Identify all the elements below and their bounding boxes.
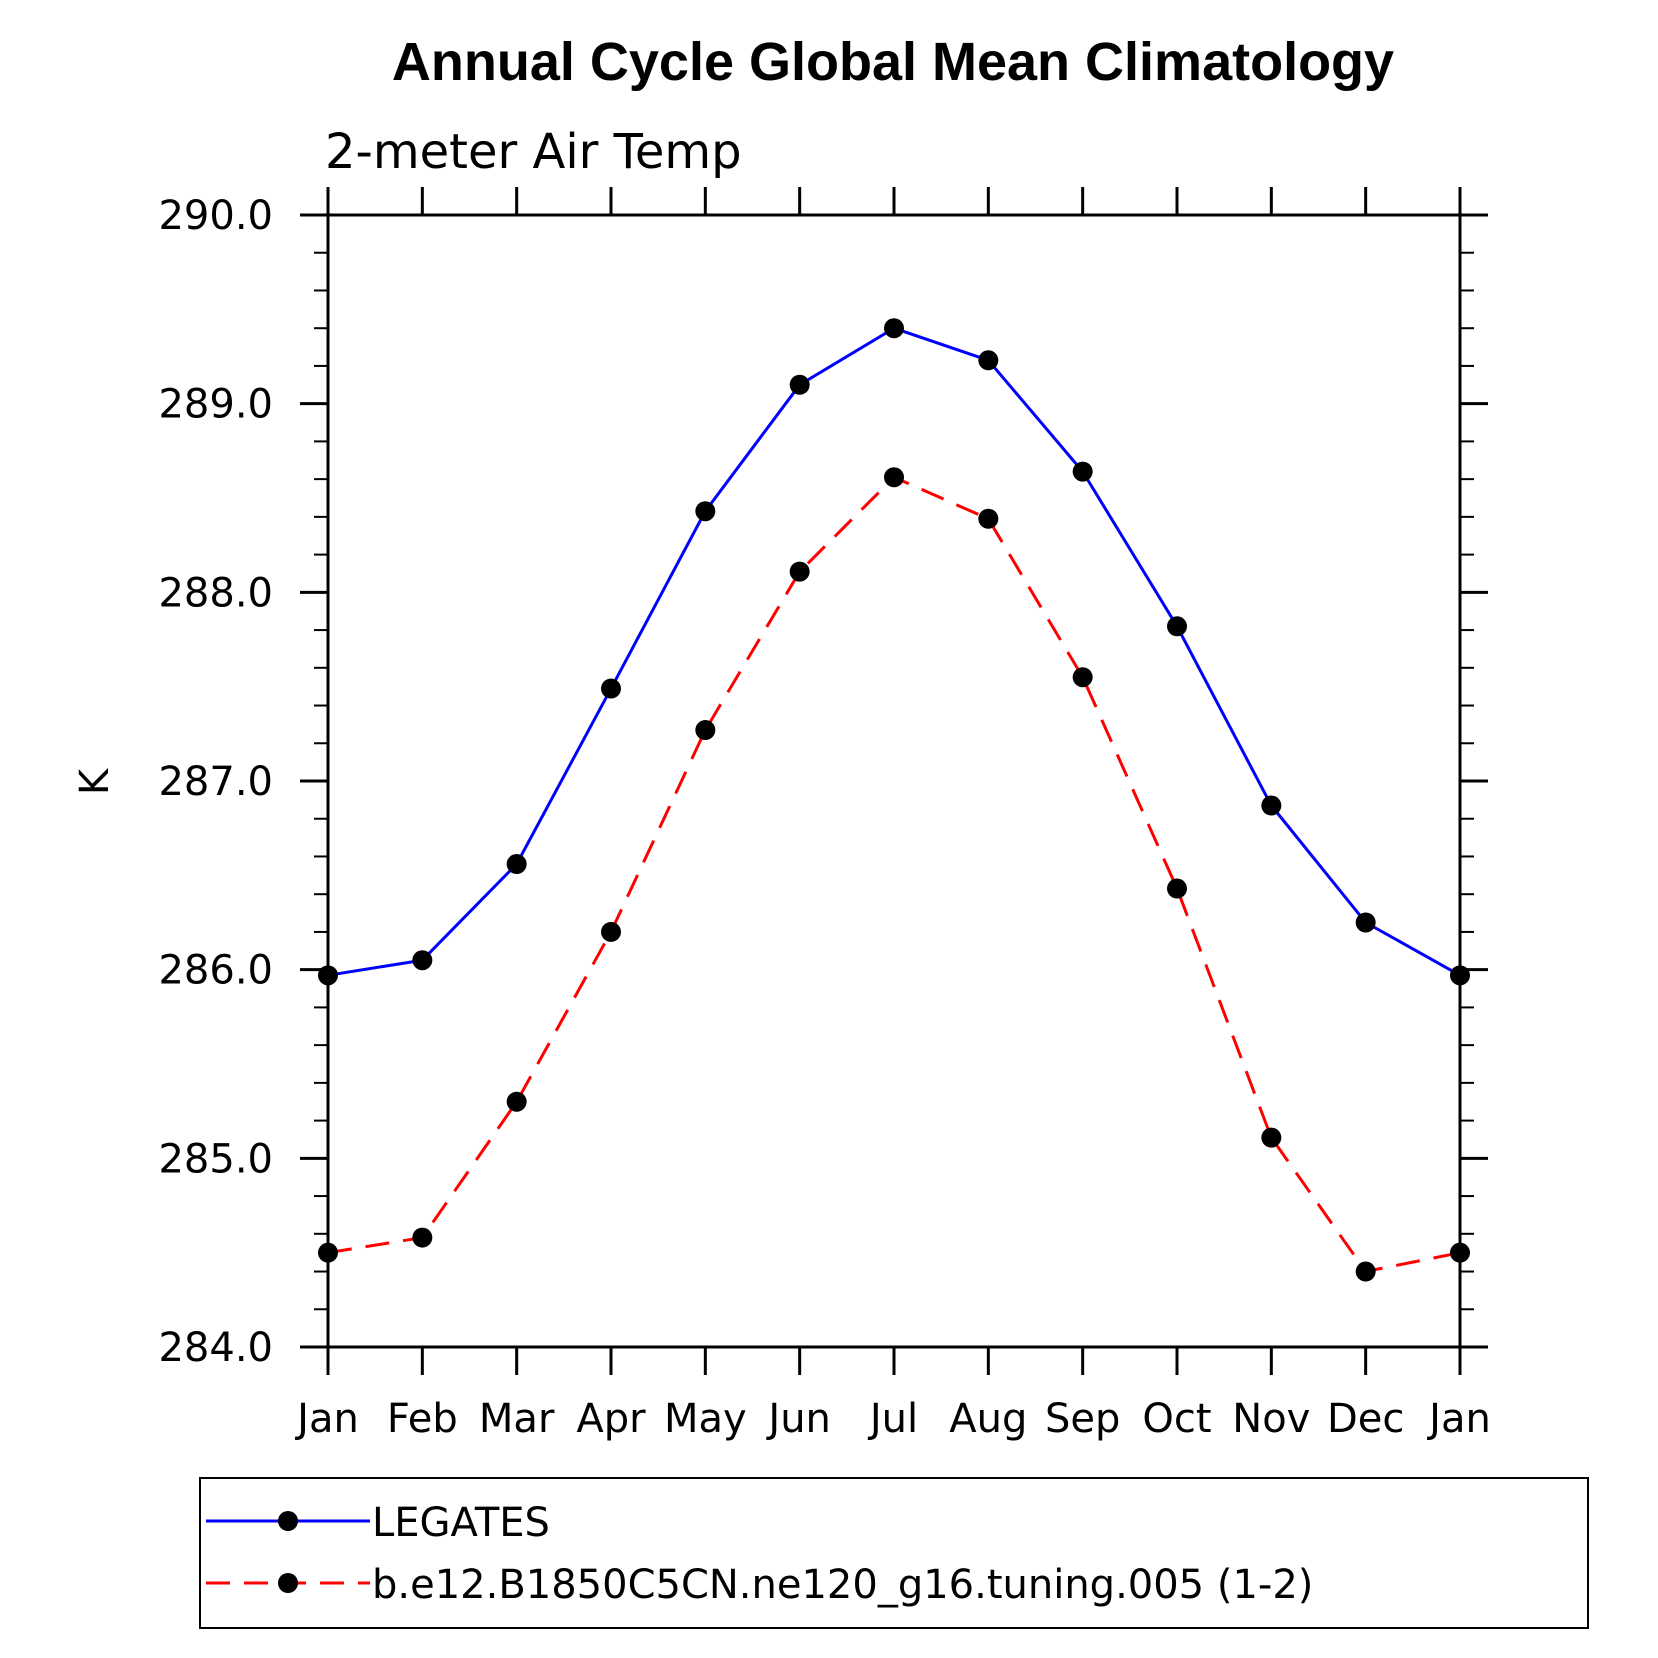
- y-tick-label: 288.0: [158, 570, 273, 616]
- data-point: [695, 501, 716, 522]
- legend-marker-model-run: [278, 1573, 298, 1593]
- data-point: [412, 1227, 433, 1248]
- x-tick-label: Oct: [1142, 1396, 1211, 1442]
- legend-marker-legates: [278, 1511, 298, 1531]
- x-tick-label: Apr: [576, 1396, 646, 1442]
- data-point: [884, 318, 904, 339]
- legend: LEGATES b.e12.B1850C5CN.ne120_g16.tuning…: [199, 1477, 1589, 1629]
- axis-tick-labels: Jan Feb Mar Apr May Jun Jul Aug Sep Oct Nov Dec Jan 2…: [158, 193, 1490, 1442]
- x-tick-label: Dec: [1327, 1396, 1404, 1442]
- data-point: [789, 561, 810, 582]
- x-tick-label: Sep: [1045, 1396, 1120, 1442]
- x-tick-label: Feb: [387, 1396, 458, 1442]
- data-point: [1167, 616, 1187, 637]
- data-point: [1355, 912, 1376, 933]
- legend-label-model-run: b.e12.B1850C5CN.ne120_g16.tuning.005 (1-…: [372, 1562, 1313, 1608]
- plot-frame: [326, 213, 1462, 1349]
- data-point: [506, 1091, 527, 1112]
- series-line: [327, 475, 1461, 1274]
- chart-subtitle: 2-meter Air Temp: [325, 124, 742, 180]
- data-point: [1072, 461, 1093, 482]
- y-tick-label: 284.0: [158, 1325, 273, 1371]
- data-point: [1072, 667, 1093, 688]
- y-tick-label: 286.0: [158, 948, 273, 994]
- data-point: [789, 374, 810, 395]
- data-point: [695, 720, 716, 741]
- x-tick-label: Mar: [479, 1396, 555, 1442]
- chart-title: Annual Cycle Global Mean Climatology: [392, 32, 1394, 92]
- axis-ticks: [300, 187, 1488, 1375]
- data-point: [601, 678, 621, 699]
- x-tick-label: Jan: [1426, 1396, 1491, 1442]
- x-tick-label: Jun: [765, 1396, 831, 1442]
- data-point: [1167, 878, 1187, 899]
- y-tick-label: 287.0: [158, 759, 273, 805]
- series-layer: [318, 318, 1470, 1282]
- data-point: [884, 467, 904, 488]
- y-tick-label: 289.0: [158, 382, 273, 428]
- x-tick-label: Nov: [1232, 1396, 1310, 1442]
- data-point: [1355, 1261, 1376, 1282]
- data-point: [978, 508, 999, 529]
- data-point: [506, 854, 527, 875]
- y-tick-label: 285.0: [158, 1136, 273, 1182]
- data-point: [412, 950, 433, 971]
- data-point: [601, 921, 621, 942]
- x-tick-label: May: [664, 1396, 747, 1442]
- x-tick-label: Jan: [294, 1396, 359, 1442]
- x-tick-label: Jul: [867, 1396, 918, 1442]
- series-line: [327, 326, 1461, 977]
- data-point: [1261, 795, 1282, 816]
- y-tick-label: 290.0: [158, 193, 273, 239]
- data-point: [1261, 1127, 1282, 1148]
- legend-box: [199, 1477, 1589, 1629]
- data-point: [978, 350, 999, 371]
- x-tick-label: Aug: [949, 1396, 1027, 1442]
- legend-label-legates: LEGATES: [372, 1500, 550, 1546]
- y-axis-label: K: [72, 767, 118, 795]
